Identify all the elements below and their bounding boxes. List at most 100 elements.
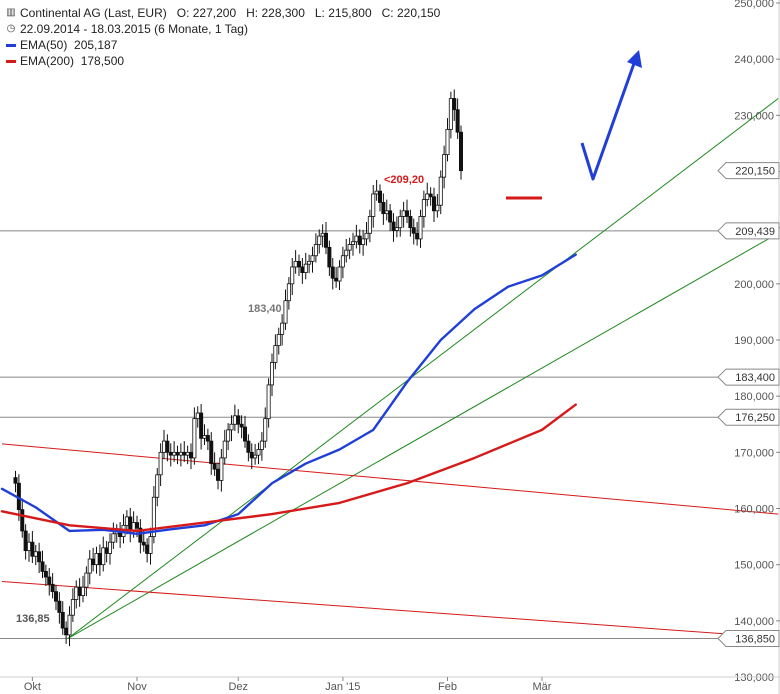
- candle-body-4: [26, 541, 31, 552]
- candle-body-20: [81, 586, 86, 596]
- candle-body-104: [364, 232, 369, 240]
- x-tick-label-2: Dez: [228, 681, 248, 693]
- candle-body-85: [300, 266, 305, 274]
- candle-body-3: [23, 530, 28, 552]
- candle-body-123: [428, 193, 433, 198]
- candle-body-16: [67, 614, 72, 636]
- candle-body-101: [354, 235, 359, 243]
- candle-body-8: [40, 561, 45, 572]
- price-callout-2-label: 176,250: [735, 412, 775, 424]
- legend-close-value: 220,150: [396, 6, 441, 20]
- candle-body-37: [138, 527, 143, 543]
- projection-arrowhead: [627, 50, 642, 68]
- y-tick-label-3: 160,000: [734, 504, 774, 516]
- x-tick-label-4: Feb: [438, 681, 457, 693]
- candle-body-64: [229, 423, 234, 431]
- candle-body-53: [192, 418, 197, 459]
- candle-body-67: [239, 423, 244, 428]
- candle-body-47: [172, 451, 177, 456]
- legend-high-label: H:: [246, 6, 259, 20]
- y-tick-label-0: 130,000: [734, 672, 774, 684]
- candle-body-78: [276, 333, 281, 347]
- candle-body-105: [367, 216, 372, 234]
- candle-body-119: [415, 232, 420, 240]
- candle-body-11: [50, 583, 55, 593]
- candle-body-22: [87, 558, 92, 574]
- candle-body-88: [310, 255, 315, 262]
- candle-body-83: [293, 260, 298, 268]
- candle-body-50: [182, 451, 187, 456]
- annotations: <209,20 183,40 136,85: [16, 50, 642, 625]
- last-price-callout-label: 220,150: [735, 166, 775, 178]
- legend-ema200-value: 178,500: [80, 54, 125, 68]
- legend-symbol: Continental AG (Last, EUR): [20, 6, 167, 20]
- candle-body-25: [97, 553, 102, 566]
- candle-body-100: [350, 241, 355, 245]
- candle-body-73: [259, 440, 264, 450]
- candle-body-45: [165, 440, 170, 453]
- candle-body-111: [388, 210, 393, 223]
- trendline-0: [67, 98, 779, 639]
- candle-body-115: [401, 210, 406, 217]
- y-tick-label-2: 150,000: [734, 560, 774, 572]
- candle-body-92: [323, 232, 328, 248]
- candle-body-112: [391, 221, 396, 231]
- price-callout-0-shape: [717, 222, 780, 240]
- candle-body-61: [219, 457, 224, 481]
- annotation-1: 183,40: [248, 303, 282, 315]
- candle-body-14: [60, 612, 65, 629]
- candle-body-23: [91, 558, 96, 566]
- candle-body-97: [340, 255, 345, 268]
- ema50-swatch: [6, 43, 16, 47]
- candle-body-18: [74, 586, 79, 600]
- trendline-3: [1, 581, 779, 639]
- candle-body-7: [37, 551, 42, 563]
- legend-ema50-row: EMA(50) 205,187: [6, 37, 440, 53]
- candle-body-9: [43, 571, 48, 578]
- price-callout-1-label: 183,400: [735, 372, 775, 384]
- y-axis: 130,000 140,000 150,000 160,000 170,000 180,0…: [734, 0, 780, 694]
- candle-body-116: [404, 210, 409, 217]
- legend-ema50-label: EMA(50): [20, 38, 68, 52]
- candle-body-40: [148, 536, 153, 554]
- candle-body-10: [47, 576, 52, 585]
- candle-body-63: [226, 429, 231, 442]
- candle-body-26: [101, 547, 106, 566]
- candle-body-106: [371, 193, 376, 217]
- candle-body-56: [202, 435, 207, 439]
- candle-body-110: [384, 210, 389, 215]
- candle-body-82: [290, 266, 295, 285]
- candle-body-43: [158, 451, 163, 476]
- candle-body-44: [161, 440, 166, 453]
- ema-line-0: [0, 253, 577, 535]
- candle-body-48: [175, 451, 180, 456]
- candle-body-99: [347, 244, 352, 251]
- candle-body-80: [283, 300, 288, 324]
- price-callouts: 209,439 183,400 176,250 136,850 220,150: [717, 162, 780, 648]
- candle-body-17: [70, 599, 75, 616]
- y-tick-label-6: 190,000: [734, 335, 774, 347]
- legend-period-row: ◷ 22.09.2014 - 18.03.2015 (6 Monate, 1 T…: [6, 21, 440, 37]
- candle-body-96: [337, 266, 342, 282]
- candle-body-29: [111, 533, 116, 543]
- candle-body-2: [20, 509, 25, 532]
- candle-body-130: [452, 98, 457, 111]
- candle-body-38: [141, 541, 146, 546]
- candle-body-41: [151, 496, 156, 537]
- candle-body-128: [445, 128, 450, 156]
- candle-body-76: [269, 362, 274, 386]
- candle-body-86: [303, 263, 308, 273]
- candle-body-94: [330, 266, 335, 279]
- candle-body-70: [249, 451, 254, 459]
- y-tick-label-1: 140,000: [734, 616, 774, 628]
- annotation-0: <209,20: [384, 174, 424, 186]
- candle-body-46: [168, 451, 173, 456]
- candle-body-84: [296, 260, 301, 268]
- candle-body-79: [280, 322, 285, 335]
- legend-ema50-value: 205,187: [74, 38, 118, 52]
- candle-body-72: [256, 449, 261, 456]
- candle-body-65: [232, 415, 237, 425]
- y-tick-label-7: 200,000: [734, 279, 774, 291]
- candle-body-81: [286, 283, 291, 302]
